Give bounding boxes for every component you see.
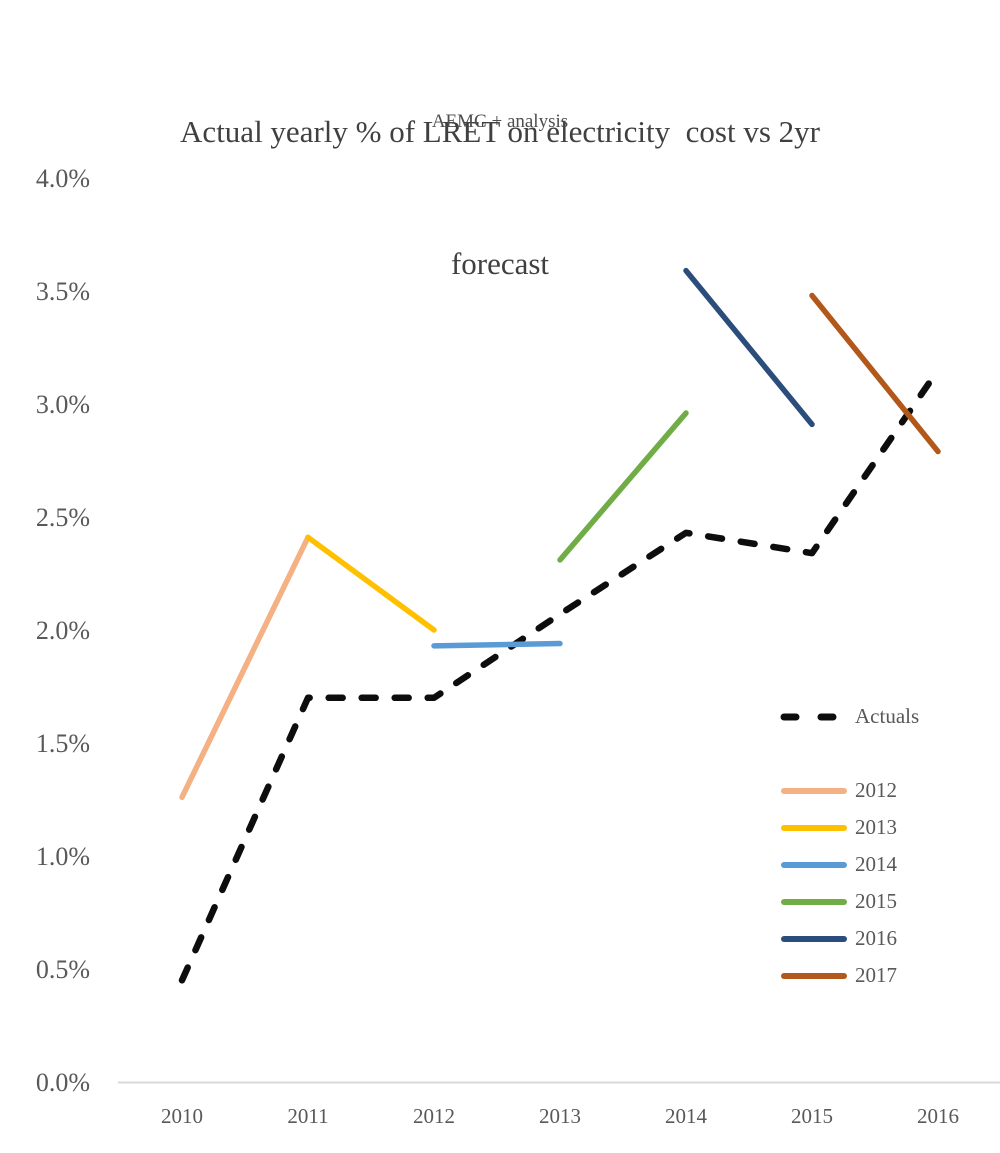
legend: Actuals 2012 2013 2014 2015 2016 2017 bbox=[780, 698, 990, 994]
series-line-2015 bbox=[557, 410, 689, 563]
x-tick-label: 2013 bbox=[539, 1104, 581, 1128]
legend-swatch bbox=[780, 710, 850, 724]
y-tick-label: 0.5% bbox=[36, 955, 90, 984]
series-line-actuals bbox=[178, 366, 942, 984]
legend-swatch bbox=[780, 969, 850, 983]
series-line-2017 bbox=[809, 292, 941, 455]
legend-label: 2015 bbox=[855, 889, 897, 913]
x-tick-label: 2015 bbox=[791, 1104, 833, 1128]
legend-label: 2012 bbox=[855, 778, 897, 802]
legend-item-2014: 2014 bbox=[780, 846, 990, 883]
legend-item-2015: 2015 bbox=[780, 883, 990, 920]
legend-swatch bbox=[780, 895, 850, 909]
chart-title-line1: Actual yearly % of LRET on electricity c… bbox=[180, 114, 820, 149]
y-tick-label: 0.0% bbox=[36, 1068, 90, 1097]
series-line-2013 bbox=[305, 534, 437, 633]
series-lines bbox=[178, 267, 942, 984]
legend-item-2012: 2012 bbox=[780, 772, 990, 809]
chart-subtitle: AEMC + analysis bbox=[431, 111, 569, 132]
chart-title: Actual yearly % of LRET on electricity c… bbox=[0, 22, 1000, 374]
legend-swatch bbox=[780, 821, 850, 835]
y-axis-tick-labels: 0.0% 0.5% 1.0% 1.5% 2.0% 2.5% 3.0% 3.5% 4.0% bbox=[36, 164, 90, 1097]
y-tick-label: 1.5% bbox=[36, 729, 90, 758]
chart-title-line2: forecast bbox=[450, 246, 550, 281]
legend-label: 2014 bbox=[855, 852, 897, 876]
x-tick-label: 2011 bbox=[287, 1104, 328, 1128]
x-tick-label: 2014 bbox=[665, 1104, 708, 1128]
legend-item-2016: 2016 bbox=[780, 920, 990, 957]
y-tick-label: 3.0% bbox=[36, 390, 90, 419]
legend-label: 2016 bbox=[855, 926, 897, 950]
x-tick-label: 2010 bbox=[161, 1104, 203, 1128]
y-tick-label: 2.0% bbox=[36, 616, 90, 645]
legend-label: 2017 bbox=[855, 963, 897, 987]
legend-item-2017: 2017 bbox=[780, 957, 990, 994]
y-tick-label: 4.0% bbox=[36, 164, 90, 193]
series-line-2016 bbox=[683, 267, 815, 428]
x-tick-label: 2016 bbox=[917, 1104, 959, 1128]
legend-swatch bbox=[780, 858, 850, 872]
legend-label: Actuals bbox=[855, 704, 920, 728]
legend-label: 2013 bbox=[855, 815, 897, 839]
y-tick-label: 1.0% bbox=[36, 842, 90, 871]
y-tick-label: 2.5% bbox=[36, 503, 90, 532]
legend-item-actuals: Actuals bbox=[780, 698, 990, 735]
x-axis-tick-labels: 2010 2011 2012 2013 2014 2015 2016 bbox=[161, 1104, 959, 1128]
series-line-2012 bbox=[179, 534, 311, 800]
series-line-2014 bbox=[431, 640, 563, 649]
x-tick-label: 2012 bbox=[413, 1104, 455, 1128]
y-tick-label: 3.5% bbox=[36, 277, 90, 306]
legend-swatch bbox=[780, 932, 850, 946]
legend-swatch bbox=[780, 784, 850, 798]
legend-item-2013: 2013 bbox=[780, 809, 990, 846]
